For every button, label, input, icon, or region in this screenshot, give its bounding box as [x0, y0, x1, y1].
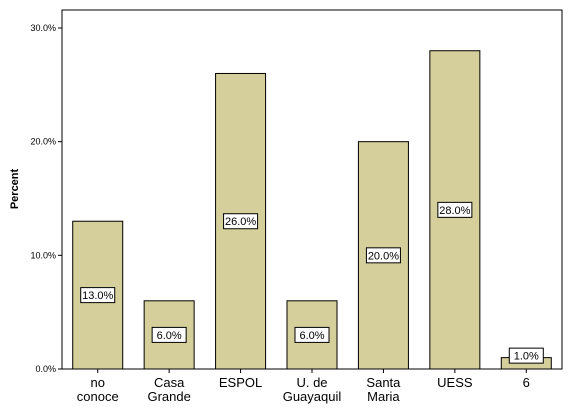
bars [72, 50, 552, 370]
x-tick-label: no conoce [77, 375, 119, 404]
x-tick-label: Casa Grande [147, 375, 190, 404]
data-label-box [80, 287, 116, 304]
data-label-box [151, 326, 187, 343]
x-tick-label: Santa Maria [366, 375, 401, 404]
y-tick-label: 10.0% [30, 250, 56, 260]
x-tick-label: 6 [523, 375, 530, 390]
data-label: 28.0% [439, 205, 470, 217]
data-label: 1.0% [514, 351, 539, 363]
x-tick-label: UESS [437, 375, 473, 390]
x-tick-label: ESPOL [219, 375, 262, 390]
data-label-box [508, 347, 544, 364]
data-label: 26.0% [225, 216, 256, 228]
data-label: 6.0% [299, 330, 324, 342]
data-label: 20.0% [368, 250, 399, 262]
y-tick-label: 30.0% [30, 23, 56, 33]
y-axis-label: Percent [9, 168, 21, 209]
data-labels: 13.0% 6.0% 26.0% 6.0% 20.0% 28.0% 1.0% [80, 201, 544, 364]
data-label: 13.0% [82, 290, 113, 302]
data-label-box [365, 247, 401, 264]
y-tick-label: 20.0% [30, 137, 56, 147]
axes: 0.0% 10.0% 20.0% 30.0% no conoce Casa Grande ESP… [30, 9, 563, 404]
y-tick-label: 0.0% [35, 364, 56, 374]
data-label-box [223, 213, 259, 230]
data-label: 6.0% [157, 330, 182, 342]
data-label-box [294, 326, 330, 343]
data-label-box [437, 201, 473, 218]
x-tick-label: U. de Guayaquil [283, 375, 342, 404]
